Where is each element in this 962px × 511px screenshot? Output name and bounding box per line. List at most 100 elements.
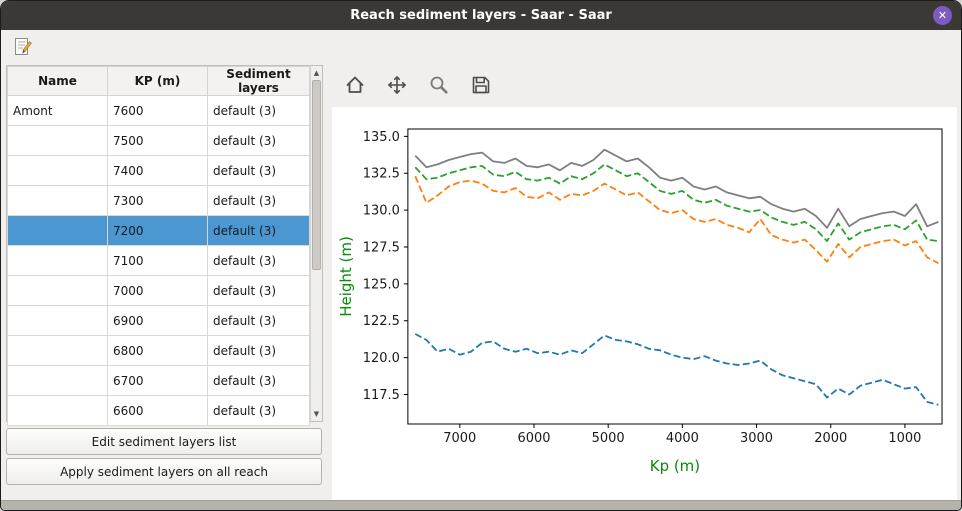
window-title: Reach sediment layers - Saar - Saar bbox=[350, 8, 612, 23]
cell-layers[interactable]: default (3) bbox=[207, 125, 310, 156]
cell-name[interactable] bbox=[7, 305, 108, 336]
table-row[interactable]: 6800 default (3) bbox=[7, 335, 310, 366]
cell-name[interactable] bbox=[7, 395, 108, 426]
cell-kp[interactable]: 6700 bbox=[107, 365, 208, 396]
pan-button[interactable] bbox=[384, 72, 410, 98]
cell-name[interactable]: Amont bbox=[7, 95, 108, 126]
cell-name[interactable] bbox=[7, 215, 108, 246]
x-tick-label: 3000 bbox=[740, 431, 773, 446]
y-tick-label: 132.5 bbox=[363, 167, 400, 182]
cell-layers[interactable]: default (3) bbox=[207, 185, 310, 216]
zoom-icon bbox=[430, 76, 448, 94]
cell-name[interactable] bbox=[7, 275, 108, 306]
plot-toolbar bbox=[332, 63, 957, 107]
series-line-upper-green-dashed bbox=[414, 163, 939, 243]
table-scrollbar[interactable]: ▲ ▼ bbox=[310, 66, 322, 421]
edit-sediment-layers-icon bbox=[15, 37, 32, 55]
x-tick-label: 1000 bbox=[888, 431, 921, 446]
x-axis-label: Kp (m) bbox=[650, 457, 700, 475]
scrollbar-thumb[interactable] bbox=[312, 80, 321, 270]
cell-layers[interactable]: default (3) bbox=[207, 95, 310, 126]
table-row[interactable]: 6600 default (3) bbox=[7, 395, 310, 426]
titlebar[interactable]: Reach sediment layers - Saar - Saar ✕ bbox=[1, 1, 961, 30]
column-header-kp[interactable]: KP (m) bbox=[107, 66, 208, 96]
cell-name[interactable] bbox=[7, 365, 108, 396]
cell-kp[interactable]: 7400 bbox=[107, 155, 208, 186]
close-icon: ✕ bbox=[937, 9, 948, 22]
cell-kp[interactable]: 6900 bbox=[107, 305, 208, 336]
apply-sediment-layers-button[interactable]: Apply sediment layers on all reach bbox=[6, 458, 322, 485]
table-header-row: Name KP (m) Sediment layers bbox=[7, 66, 310, 96]
cell-layers[interactable]: default (3) bbox=[207, 275, 310, 306]
left-panel: Name KP (m) Sediment layers Amont 7600 def… bbox=[1, 63, 323, 500]
sediment-table-grid: Name KP (m) Sediment layers Amont 7600 def… bbox=[7, 66, 310, 426]
cell-layers[interactable]: default (3) bbox=[207, 365, 310, 396]
y-tick-label: 122.5 bbox=[363, 314, 400, 329]
x-tick-label: 2000 bbox=[814, 431, 847, 446]
cell-layers[interactable]: default (3) bbox=[207, 335, 310, 366]
y-axis-label: Height (m) bbox=[337, 236, 355, 317]
table-row[interactable]: 7400 default (3) bbox=[7, 155, 310, 186]
cell-layers[interactable]: default (3) bbox=[207, 155, 310, 186]
height-profile-chart[interactable]: 7000 6000 5000 4000 3000 2000 1000 117.5 120.0 12… bbox=[332, 107, 957, 500]
cell-layers[interactable]: default (3) bbox=[207, 395, 310, 426]
table-row[interactable]: 7300 default (3) bbox=[7, 185, 310, 216]
series-line-middle-orange-dashed bbox=[414, 175, 939, 264]
x-tick-label: 5000 bbox=[592, 431, 625, 446]
y-tick-label: 125.0 bbox=[363, 277, 400, 292]
cell-name[interactable] bbox=[7, 185, 108, 216]
dialog-content: Name KP (m) Sediment layers Amont 7600 def… bbox=[1, 63, 961, 500]
cell-kp[interactable]: 6600 bbox=[107, 395, 208, 426]
cell-kp[interactable]: 7100 bbox=[107, 245, 208, 276]
plot-panel: 7000 6000 5000 4000 3000 2000 1000 117.5 120.0 12… bbox=[323, 63, 961, 500]
cell-kp[interactable]: 7600 bbox=[107, 95, 208, 126]
table-row[interactable]: 7000 default (3) bbox=[7, 275, 310, 306]
home-icon bbox=[346, 76, 364, 93]
edit-sediment-layers-list-button[interactable]: Edit sediment layers list bbox=[6, 428, 322, 455]
cell-kp[interactable]: 7200 bbox=[107, 215, 208, 246]
series-line-top-gray-solid bbox=[414, 148, 939, 229]
cell-layers[interactable]: default (3) bbox=[207, 215, 310, 246]
column-header-layers[interactable]: Sediment layers bbox=[207, 66, 310, 96]
cell-name[interactable] bbox=[7, 155, 108, 186]
zoom-button[interactable] bbox=[426, 72, 452, 98]
window-resize-strip bbox=[1, 500, 961, 510]
scroll-down-arrow[interactable]: ▼ bbox=[313, 410, 320, 418]
cell-kp[interactable]: 7300 bbox=[107, 185, 208, 216]
x-tick-label: 6000 bbox=[518, 431, 551, 446]
scrollbar-track[interactable] bbox=[311, 80, 322, 407]
cell-layers[interactable]: default (3) bbox=[207, 305, 310, 336]
y-tick-label: 120.0 bbox=[363, 351, 400, 366]
cell-kp[interactable]: 7500 bbox=[107, 125, 208, 156]
cell-name[interactable] bbox=[7, 125, 108, 156]
cell-name[interactable] bbox=[7, 335, 108, 366]
close-button[interactable]: ✕ bbox=[933, 6, 952, 25]
plot-axes bbox=[407, 128, 943, 425]
cell-kp[interactable]: 7000 bbox=[107, 275, 208, 306]
column-header-name[interactable]: Name bbox=[7, 66, 108, 96]
save-figure-button[interactable] bbox=[468, 72, 494, 98]
cell-name[interactable] bbox=[7, 245, 108, 276]
scroll-up-arrow[interactable]: ▲ bbox=[313, 69, 320, 77]
y-tick-label: 135.0 bbox=[363, 130, 400, 145]
table-row[interactable]: 7100 default (3) bbox=[7, 245, 310, 276]
y-tick-label: 117.5 bbox=[363, 388, 400, 403]
table-row[interactable]: 7500 default (3) bbox=[7, 125, 310, 156]
home-view-button[interactable] bbox=[342, 72, 368, 98]
table-row[interactable]: Amont 7600 default (3) bbox=[7, 95, 310, 126]
pan-icon bbox=[388, 76, 406, 94]
main-toolbar bbox=[1, 30, 961, 63]
cell-layers[interactable]: default (3) bbox=[207, 245, 310, 276]
y-tick-label: 127.5 bbox=[363, 240, 400, 255]
save-icon bbox=[472, 76, 490, 94]
sediment-table: Name KP (m) Sediment layers Amont 7600 def… bbox=[6, 65, 323, 426]
cell-kp[interactable]: 6800 bbox=[107, 335, 208, 366]
x-tick-label: 7000 bbox=[443, 431, 476, 446]
edit-sediment-layers-tool-button[interactable] bbox=[10, 34, 36, 60]
table-row[interactable]: 6700 default (3) bbox=[7, 365, 310, 396]
plot-figure[interactable]: 7000 6000 5000 4000 3000 2000 1000 117.5 120.0 12… bbox=[332, 107, 957, 500]
table-row[interactable]: 6900 default (3) bbox=[7, 305, 310, 336]
table-row[interactable]: 7200 default (3) bbox=[7, 215, 310, 246]
series-line-lower-blue-dashed bbox=[414, 333, 939, 406]
